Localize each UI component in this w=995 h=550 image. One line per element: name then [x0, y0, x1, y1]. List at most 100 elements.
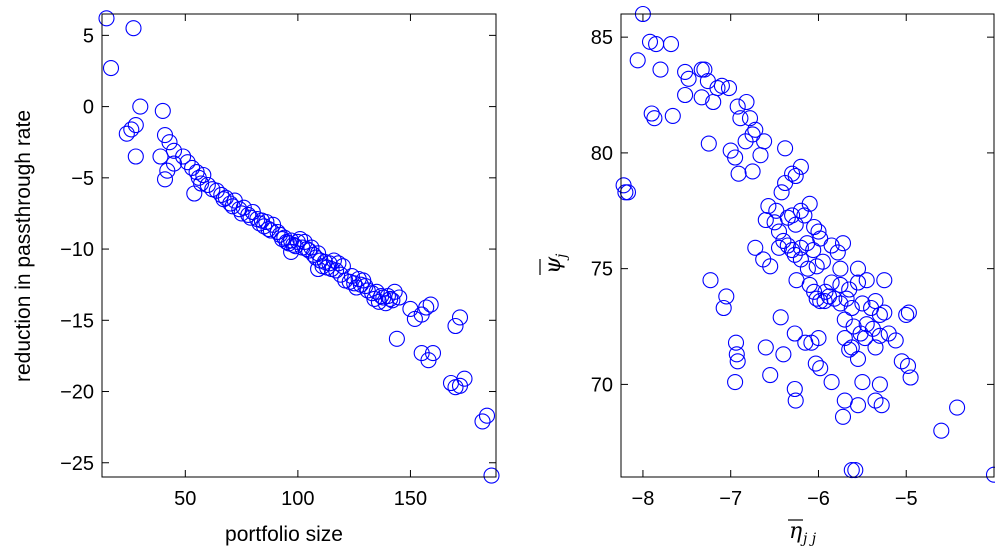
right-y-tick-label: 80	[591, 143, 613, 165]
right-scatter-panel: −8 −7 −6 −5 85 80 75 70 η j j ψ j	[539, 5, 995, 547]
right-data-point-54	[810, 223, 827, 240]
right-data-point-117	[856, 330, 874, 347]
right-data-point-120	[898, 306, 915, 323]
right-x-tick-label: −8	[632, 488, 655, 510]
right-data-point-66	[834, 235, 852, 252]
right-data-point-32	[777, 140, 794, 157]
right-data-point-73	[808, 258, 825, 275]
left-data-point-109	[424, 345, 442, 362]
right-data-point-138	[902, 369, 919, 386]
left-data-point-17	[179, 154, 196, 171]
right-data-point-52	[787, 216, 804, 233]
right-data-point-98	[871, 306, 888, 323]
right-data-point-79	[806, 283, 823, 300]
left-data-point-43	[258, 213, 275, 231]
right-data-point-128	[762, 367, 779, 384]
left-y-tick-label: −5	[71, 168, 94, 190]
right-data-point-100	[702, 272, 719, 289]
right-data-point-147	[949, 399, 966, 416]
left-y-tick-label: 0	[83, 97, 94, 119]
right-data-point-89	[816, 293, 833, 310]
right-data-point-67	[747, 239, 764, 256]
right-data-point-5	[652, 61, 669, 78]
left-data-points	[98, 10, 500, 484]
right-data-point-45	[784, 207, 801, 224]
right-y-tick-label: 70	[591, 374, 613, 396]
left-data-point-2	[125, 20, 142, 37]
right-data-point-137	[899, 357, 917, 374]
left-data-point-76	[330, 255, 347, 272]
right-data-point-129	[807, 355, 824, 372]
right-x-label-subscript: j j	[800, 531, 817, 547]
right-data-point-31	[752, 147, 769, 164]
right-data-point-144	[873, 397, 890, 414]
right-data-point-146	[933, 422, 950, 439]
left-data-point-24	[199, 176, 216, 194]
left-y-axis-label: reduction in passthrough rate	[12, 110, 35, 382]
right-data-point-107	[858, 316, 875, 333]
right-data-point-99	[876, 304, 893, 321]
left-data-point-114	[447, 317, 464, 335]
right-data-point-34	[744, 163, 761, 180]
left-data-point-23	[195, 166, 212, 184]
left-data-point-116	[474, 413, 491, 430]
left-data-point-29	[217, 189, 234, 206]
left-y-tick-label: −15	[60, 310, 94, 332]
right-data-point-36	[787, 167, 804, 185]
right-y-label-symbol: ψ	[541, 256, 566, 274]
right-data-point-30	[727, 149, 744, 166]
right-data-point-101	[718, 288, 735, 305]
right-data-point-84	[849, 274, 867, 291]
right-data-point-91	[826, 290, 843, 307]
left-x-tick-label: 150	[394, 488, 427, 510]
right-data-point-134	[854, 374, 871, 391]
right-data-point-92	[832, 295, 849, 312]
right-data-point-59	[784, 242, 801, 259]
left-data-point-14	[156, 171, 174, 188]
right-data-point-53	[806, 218, 823, 236]
right-data-point-145	[834, 408, 852, 425]
left-data-point-90	[366, 290, 383, 307]
left-data-point-40	[251, 215, 268, 232]
right-data-point-82	[832, 276, 849, 293]
left-data-point-16	[175, 148, 192, 165]
right-data-point-86	[876, 272, 893, 289]
right-y-tick-label: 85	[591, 27, 613, 49]
left-axes-frame	[101, 13, 497, 478]
right-data-point-143	[867, 392, 884, 409]
right-data-point-140	[787, 392, 804, 409]
right-data-point-3	[662, 36, 680, 53]
right-data-point-123	[728, 346, 745, 363]
right-x-tick-label: −5	[895, 488, 918, 510]
right-data-points	[615, 5, 995, 483]
right-data-point-139	[786, 380, 803, 398]
right-data-point-9	[696, 61, 713, 78]
left-data-point-115	[451, 309, 469, 326]
right-x-axis-label: η j j	[788, 519, 817, 547]
right-data-point-148	[843, 462, 860, 479]
left-data-point-95	[377, 295, 394, 312]
left-data-point-82	[346, 275, 363, 292]
right-x-tick-label: −7	[719, 488, 742, 510]
right-x-label-symbol: η	[789, 519, 802, 544]
right-data-point-131	[841, 341, 858, 358]
right-ticks: −8 −7 −6 −5 85 80 75 70	[591, 14, 994, 510]
right-data-point-85	[858, 272, 875, 289]
right-data-point-135	[871, 376, 888, 393]
left-data-point-3	[132, 98, 149, 115]
left-data-point-5	[123, 121, 140, 138]
left-data-point-88	[359, 282, 376, 299]
right-data-point-7	[680, 70, 697, 87]
left-data-point-36	[240, 206, 257, 223]
right-data-point-95	[854, 295, 871, 312]
right-data-point-20	[741, 110, 759, 127]
right-data-point-27	[756, 133, 773, 150]
right-data-point-94	[843, 299, 860, 317]
right-data-point-130	[812, 360, 829, 377]
right-data-point-26	[737, 133, 754, 150]
right-data-point-136	[893, 353, 910, 370]
left-data-point-7	[127, 148, 144, 165]
right-data-point-12	[713, 77, 730, 94]
